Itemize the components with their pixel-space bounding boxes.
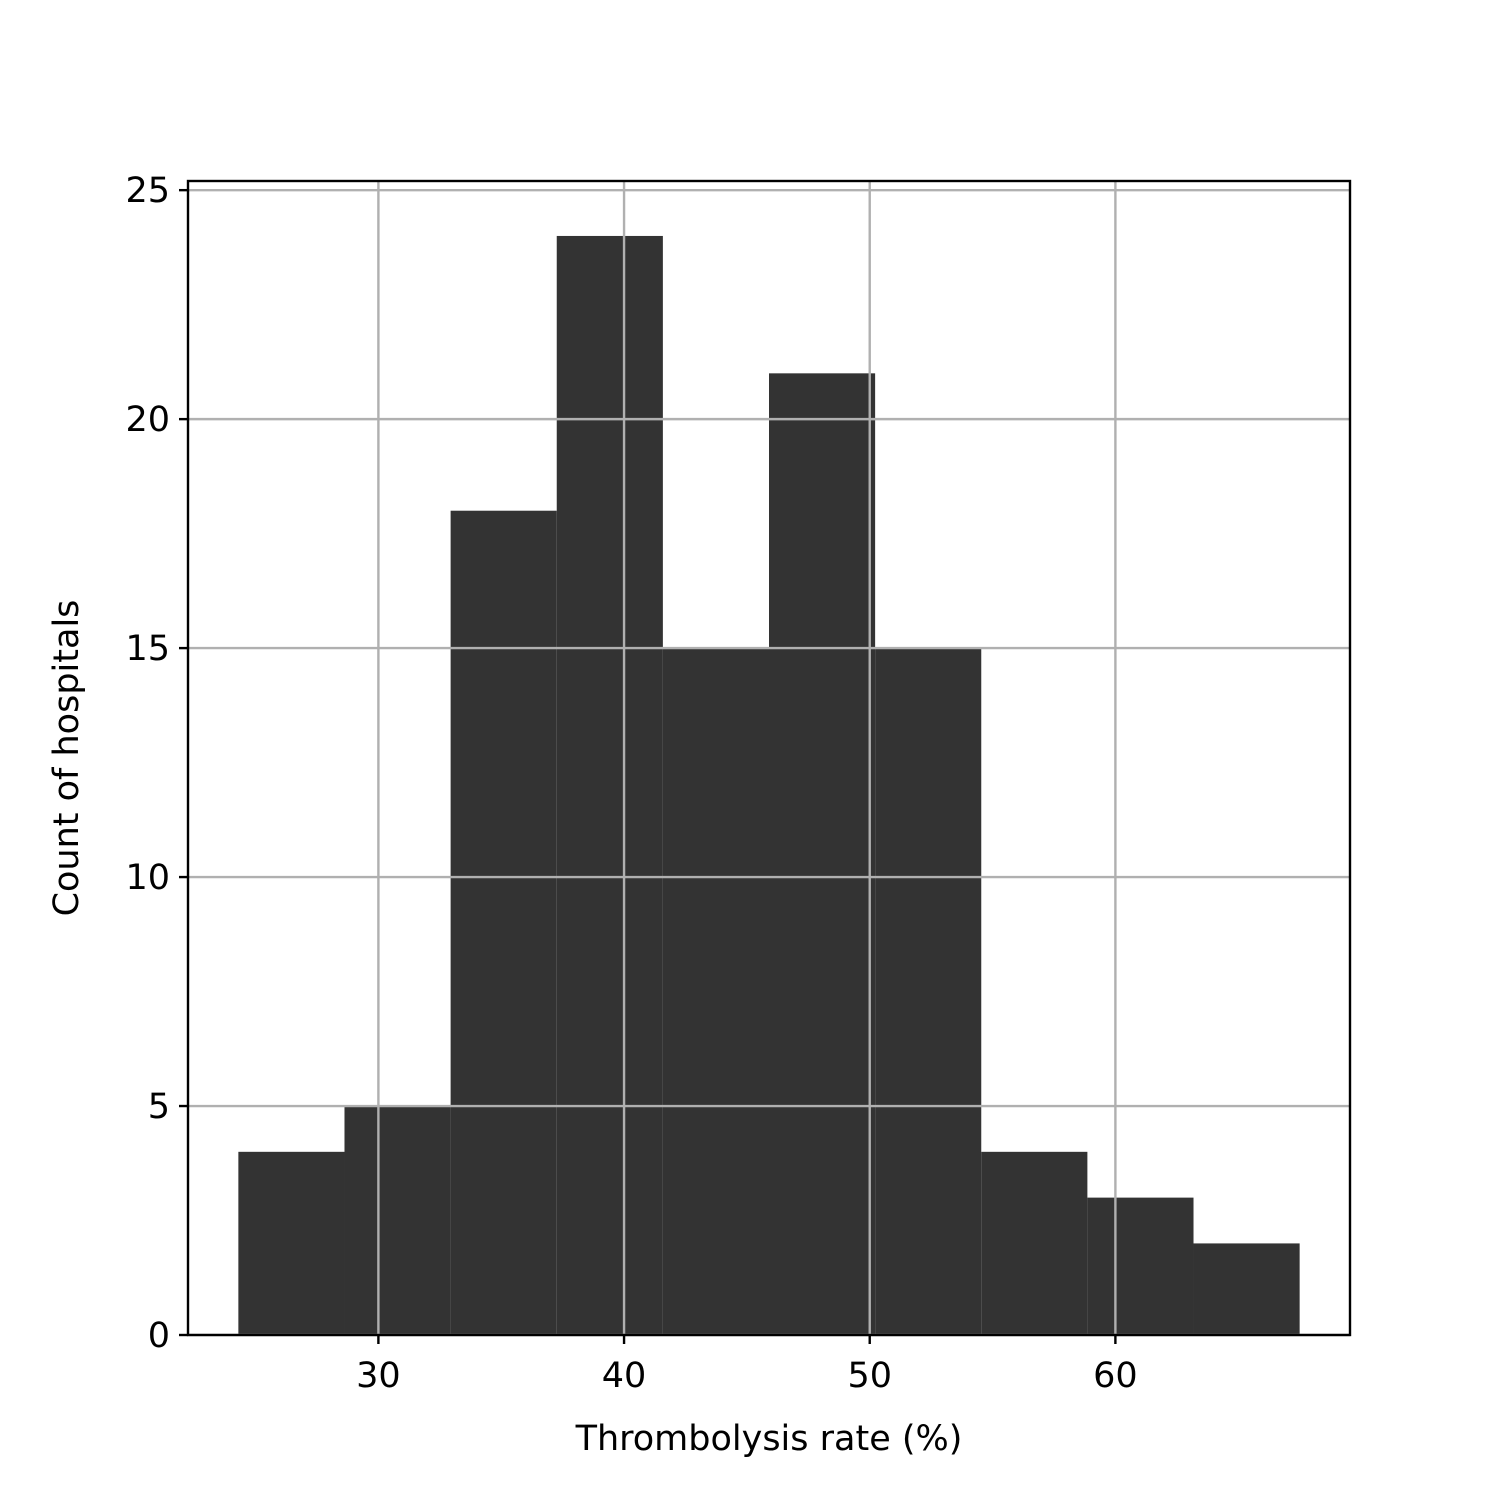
x-tick-label: 50 bbox=[847, 1356, 892, 1396]
y-tick-label: 20 bbox=[125, 400, 170, 440]
histogram-bar bbox=[981, 1151, 1088, 1335]
histogram-bar bbox=[875, 648, 982, 1335]
x-tick-label: 40 bbox=[602, 1356, 647, 1396]
y-tick-label: 15 bbox=[125, 629, 170, 669]
y-tick-label: 10 bbox=[125, 858, 170, 898]
y-tick-label: 5 bbox=[148, 1087, 170, 1127]
histogram-bar bbox=[238, 1151, 345, 1335]
histogram-bars bbox=[238, 235, 1300, 1335]
y-tick-label: 25 bbox=[125, 171, 170, 211]
x-axis-ticks: 30 40 50 60 bbox=[356, 1335, 1138, 1396]
x-tick-label: 30 bbox=[356, 1356, 401, 1396]
x-grid-lines bbox=[377, 181, 1117, 1335]
y-axis-ticks: 0 5 10 15 20 25 bbox=[125, 171, 188, 1356]
x-tick-label: 60 bbox=[1093, 1356, 1138, 1396]
histogram-bar bbox=[556, 235, 663, 1335]
y-axis-label: Count of hospitals bbox=[47, 600, 87, 917]
histogram-bar bbox=[662, 648, 769, 1335]
histogram-bar bbox=[769, 373, 876, 1335]
histogram-bar bbox=[344, 1106, 451, 1335]
histogram-bar bbox=[1193, 1243, 1300, 1335]
y-tick-label: 0 bbox=[148, 1316, 170, 1356]
histogram-bar bbox=[1087, 1197, 1194, 1335]
x-axis-label: Thrombolysis rate (%) bbox=[575, 1419, 963, 1459]
axes-frame bbox=[186, 179, 1352, 1337]
histogram-bar bbox=[450, 510, 557, 1335]
